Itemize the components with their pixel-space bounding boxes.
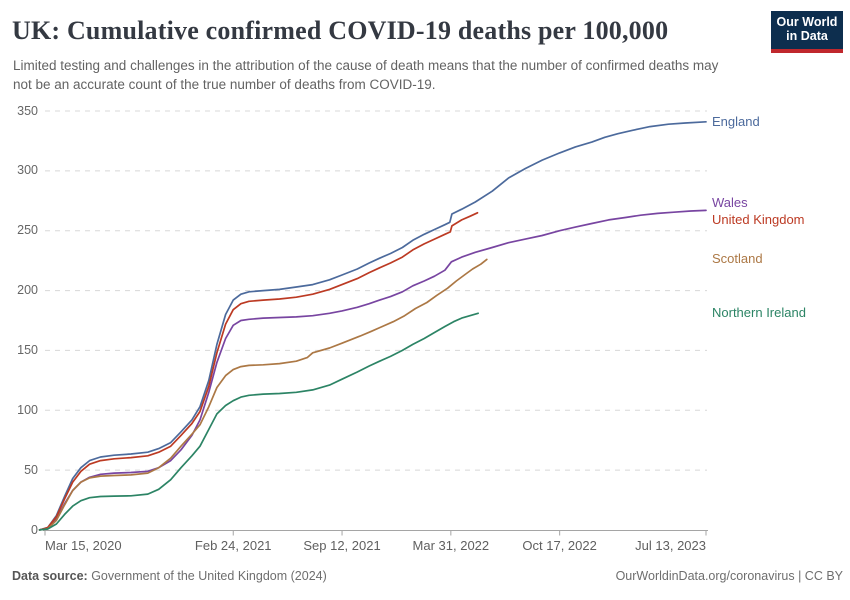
chart-footer: Data source: Government of the United Ki… bbox=[12, 569, 843, 583]
footer-separator: | bbox=[794, 569, 805, 583]
series-label-wales[interactable]: Wales bbox=[712, 195, 748, 211]
x-tick-label-mar-15-2020: Mar 15, 2020 bbox=[45, 538, 122, 553]
y-tick-label-0: 0 bbox=[31, 522, 38, 537]
y-tick-label-300: 300 bbox=[17, 163, 38, 178]
license-badge[interactable]: CC BY bbox=[804, 569, 843, 583]
owid-logo-red-bar bbox=[771, 49, 843, 53]
data-source-value: Government of the United Kingdom (2024) bbox=[87, 569, 327, 583]
y-tick-label-100: 100 bbox=[17, 402, 38, 417]
line-united-kingdom[interactable] bbox=[38, 211, 479, 531]
line-wales[interactable] bbox=[38, 209, 707, 531]
owid-url-link[interactable]: OurWorldinData.org/coronavirus bbox=[615, 569, 795, 583]
y-tick-label-50: 50 bbox=[24, 462, 38, 477]
line-northern-ireland[interactable] bbox=[38, 312, 479, 531]
y-tick-label-150: 150 bbox=[17, 342, 38, 357]
y-tick-label-250: 250 bbox=[17, 223, 38, 238]
line-scotland[interactable] bbox=[38, 258, 488, 531]
line-england[interactable] bbox=[38, 120, 707, 531]
y-tick-label-350: 350 bbox=[17, 103, 38, 118]
data-source-label: Data source: bbox=[12, 569, 88, 583]
x-tick-label-jul-13-2023: Jul 13, 2023 bbox=[635, 538, 706, 553]
y-tick-label-200: 200 bbox=[17, 283, 38, 298]
series-label-united-kingdom[interactable]: United Kingdom bbox=[712, 212, 805, 228]
x-tick-label-mar-31-2022: Mar 31, 2022 bbox=[412, 538, 490, 553]
data-source: Data source: Government of the United Ki… bbox=[12, 569, 327, 583]
owid-logo-line2: in Data bbox=[786, 29, 828, 43]
footer-right: OurWorldinData.org/coronavirus | CC BY bbox=[616, 569, 843, 583]
owid-logo-line1: Our World bbox=[776, 15, 838, 29]
series-label-england[interactable]: England bbox=[712, 113, 760, 129]
chart-subtitle: Limited testing and challenges in the at… bbox=[13, 58, 719, 92]
owid-logo[interactable]: Our World in Data bbox=[771, 11, 843, 53]
x-tick-label-feb-24-2021: Feb 24, 2021 bbox=[194, 538, 272, 553]
series-label-scotland[interactable]: Scotland bbox=[712, 251, 763, 267]
x-tick-label-sep-12-2021: Sep 12, 2021 bbox=[303, 538, 381, 553]
series-label-northern-ireland[interactable]: Northern Ireland bbox=[712, 305, 806, 321]
x-tick-label-oct-17-2022: Oct 17, 2022 bbox=[522, 538, 597, 553]
page-title: UK: Cumulative confirmed COVID-19 deaths… bbox=[12, 16, 669, 45]
